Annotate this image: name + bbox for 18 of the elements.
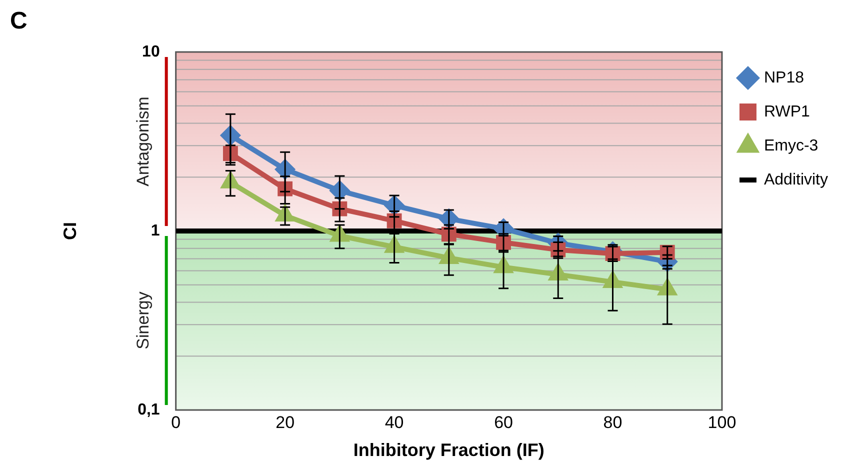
text: C bbox=[10, 8, 28, 35]
legend-label: Emyc-3 bbox=[764, 137, 818, 154]
x-tick-label: 40 bbox=[384, 412, 404, 432]
x-tick-label: 80 bbox=[603, 412, 622, 432]
x-tick-label: 60 bbox=[494, 412, 513, 432]
legend-label: NP18 bbox=[764, 69, 804, 86]
legend-label: RWP1 bbox=[764, 103, 810, 120]
x-axis-title: Inhibitory Fraction (IF) bbox=[353, 440, 544, 460]
x-tick-label: 20 bbox=[276, 412, 295, 432]
y-axis-title: CI bbox=[60, 222, 80, 240]
legend-label: Additivity bbox=[764, 171, 828, 188]
y-tick-label: 10 bbox=[142, 43, 160, 60]
y-tick-label: 0,1 bbox=[138, 401, 160, 418]
band-label: Antagonism bbox=[134, 96, 153, 186]
y-tick-label: 1 bbox=[150, 222, 160, 240]
x-tick-label: 100 bbox=[708, 412, 736, 432]
x-tick-label: 0 bbox=[171, 412, 181, 432]
band-label: Sinergy bbox=[134, 291, 153, 350]
